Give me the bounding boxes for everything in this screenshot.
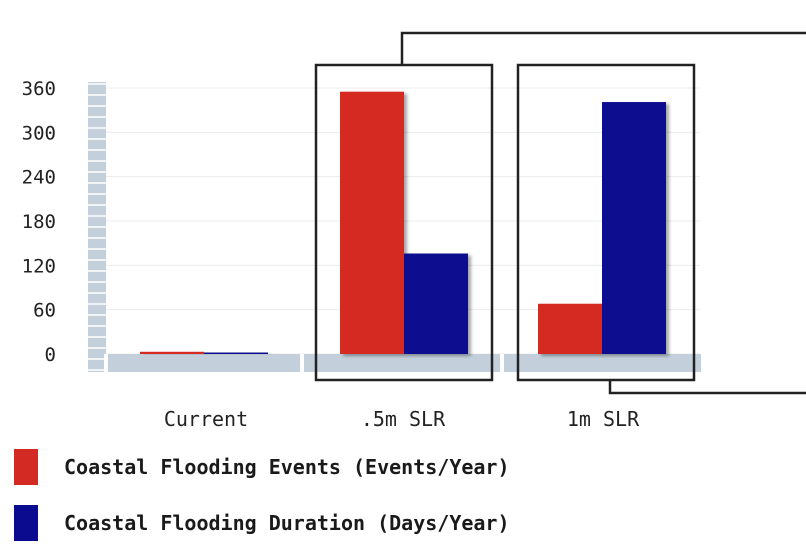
y-tick-label: 60 [33, 300, 56, 322]
highlight-box [314, 63, 494, 382]
callout-connector-top [400, 31, 806, 65]
legend-label: Coastal Flooding Duration (Days/Year) [64, 511, 510, 535]
bar [404, 253, 468, 354]
bar [340, 91, 404, 354]
x-tick-labels: Current .5m SLR 1m SLR [164, 407, 640, 431]
y-tick-labels: 0 60 120 180 240 300 360 [22, 78, 56, 366]
y-tick-label: 240 [22, 167, 56, 189]
axes [88, 82, 701, 372]
callout-connector-bottom [608, 380, 806, 395]
bar [204, 352, 268, 354]
y-tick-label: 180 [22, 211, 56, 233]
x-tick-label: .5m SLR [361, 407, 446, 431]
bar [602, 102, 666, 355]
legend: Coastal Flooding Events (Events/Year) Coa… [14, 449, 510, 541]
highlight-boxes [314, 31, 806, 395]
bar [538, 303, 602, 354]
x-tick-label: Current [164, 407, 248, 431]
highlight-box [516, 63, 696, 382]
legend-swatch [14, 505, 38, 541]
y-tick-label: 360 [22, 78, 56, 100]
legend-swatch [14, 449, 38, 485]
x-tick-label: 1m SLR [567, 407, 640, 431]
bars [140, 91, 666, 355]
y-tick-label: 0 [45, 344, 56, 366]
x-axis-bar [106, 354, 701, 372]
legend-label: Coastal Flooding Events (Events/Year) [64, 455, 510, 479]
bar [140, 351, 204, 354]
y-tick-label: 300 [22, 122, 56, 144]
y-tick-label: 120 [22, 255, 56, 277]
